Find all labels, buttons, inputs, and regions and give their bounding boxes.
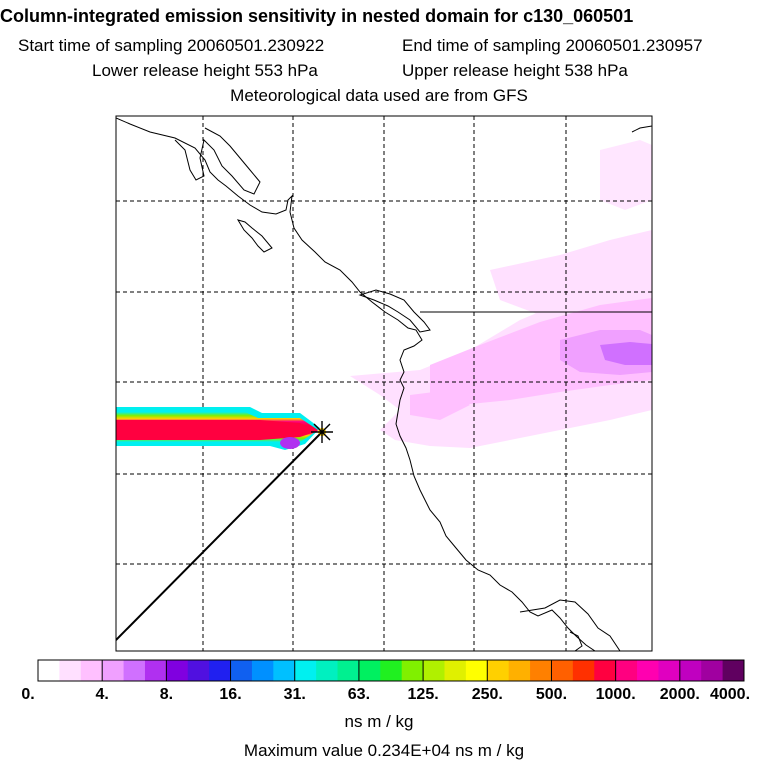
- color-bin: [594, 660, 616, 681]
- tick-label: 125.: [408, 686, 439, 703]
- color-bin: [444, 660, 466, 681]
- color-bin: [209, 660, 231, 681]
- map-figure: 0. 4. 8. 16. 31. 63. 125. 250. 500. 1000. 2000. 400…: [0, 0, 768, 768]
- color-bin: [402, 660, 424, 681]
- color-bin: [38, 660, 60, 681]
- color-bin: [487, 660, 509, 681]
- tick-label: 16.: [219, 686, 241, 703]
- color-bin: [124, 660, 146, 681]
- tick-label: 2000.: [660, 686, 700, 703]
- color-bin: [102, 660, 124, 681]
- color-bin: [637, 660, 659, 681]
- color-bin: [723, 660, 745, 681]
- tick-label: 250.: [472, 686, 503, 703]
- color-bin: [616, 660, 638, 681]
- color-bin: [466, 660, 488, 681]
- color-bin: [188, 660, 210, 681]
- tick-label: 1000.: [596, 686, 636, 703]
- color-bin: [658, 660, 680, 681]
- color-bin: [273, 660, 295, 681]
- color-bin: [573, 660, 595, 681]
- color-bin: [166, 660, 188, 681]
- color-bin: [338, 660, 360, 681]
- sensitivity-field: [350, 140, 652, 448]
- tick-label: 500.: [536, 686, 567, 703]
- color-bin: [680, 660, 702, 681]
- tick-label: 4000.: [710, 686, 750, 703]
- tick-label: 31.: [284, 686, 306, 703]
- color-bin: [551, 660, 573, 681]
- color-bin: [701, 660, 723, 681]
- emission-plume: [116, 407, 320, 450]
- release-point-star: [311, 421, 333, 443]
- map-plot-area: [116, 116, 652, 651]
- color-bin: [359, 660, 381, 681]
- units-label: ns m / kg: [0, 712, 758, 732]
- color-bin: [145, 660, 167, 681]
- color-bin: [252, 660, 274, 681]
- color-bin: [423, 660, 445, 681]
- tick-label: 8.: [160, 686, 173, 703]
- color-bin: [295, 660, 317, 681]
- color-bin: [231, 660, 253, 681]
- color-bin: [59, 660, 81, 681]
- tick-label: 0.: [21, 686, 34, 703]
- color-scale-bar: [38, 660, 745, 681]
- color-bin: [530, 660, 552, 681]
- max-value-label: Maximum value 0.234E+04 ns m / kg: [0, 741, 768, 761]
- domain-boundary-line: [116, 432, 322, 640]
- color-bin: [509, 660, 531, 681]
- color-bin: [81, 660, 103, 681]
- tick-label: 4.: [96, 686, 109, 703]
- tick-label: 63.: [348, 686, 370, 703]
- color-bin: [316, 660, 338, 681]
- color-bin: [380, 660, 402, 681]
